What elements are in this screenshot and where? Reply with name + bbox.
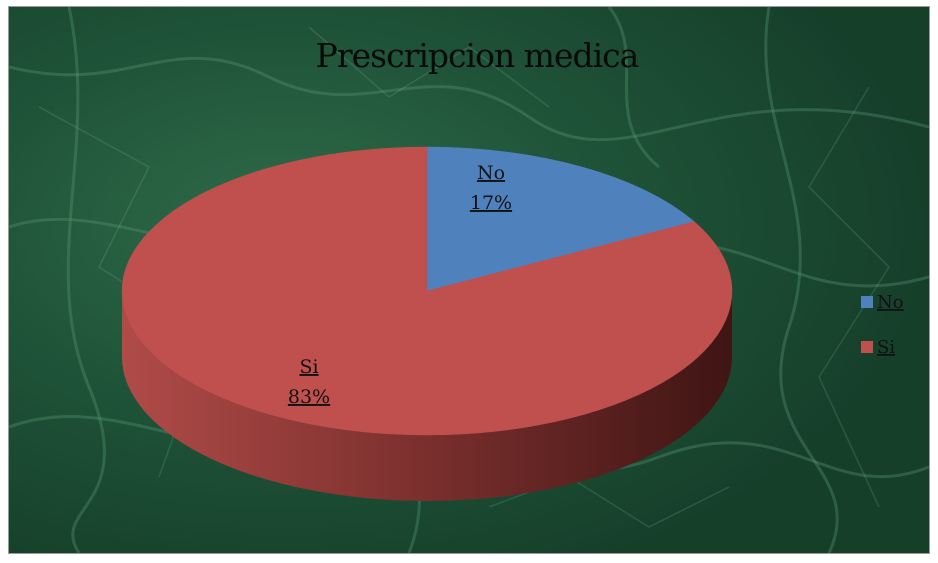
legend-swatch [861, 296, 873, 308]
legend: No Si [861, 292, 904, 358]
pie-side-wall [122, 291, 732, 501]
slice-label-value: 17% [470, 192, 512, 214]
pie-chart: No 17% Si 83% Prescripcion medica No Si [9, 7, 929, 553]
legend-label: No [877, 292, 904, 313]
slice-label-value: 83% [288, 386, 330, 408]
pie-slices [121, 146, 733, 501]
chart-area: No 17% Si 83% Prescripcion medica No Si [8, 6, 930, 554]
legend-label: Si [877, 337, 895, 358]
slice-label-category: No [477, 162, 505, 184]
slice-label-category: Si [299, 356, 318, 378]
pie-slice-si [121, 146, 733, 436]
pie-slice-no [426, 146, 695, 292]
chart-title: Prescripcion medica [316, 36, 639, 75]
legend-swatch [861, 341, 873, 353]
